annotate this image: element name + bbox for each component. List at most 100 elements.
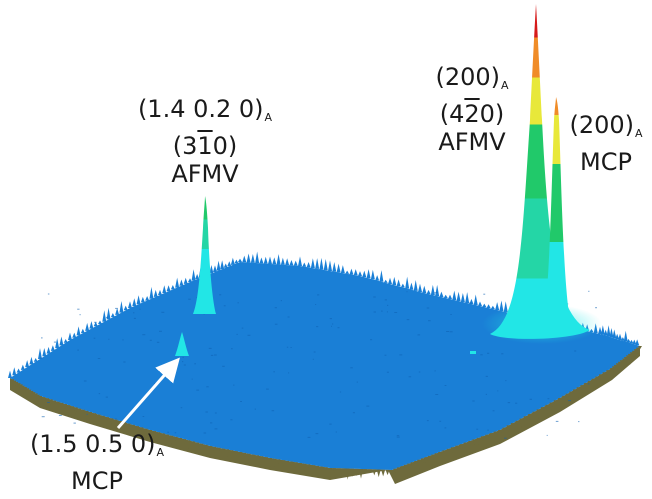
surface-speckle bbox=[370, 339, 373, 341]
surface-speckle bbox=[487, 352, 490, 354]
surface-speckle bbox=[568, 400, 571, 402]
noise-spike bbox=[536, 409, 541, 420]
noise-spike bbox=[609, 327, 614, 338]
noise-spike bbox=[310, 465, 315, 476]
surface-speckle bbox=[206, 386, 209, 388]
surface-speckle bbox=[115, 307, 118, 309]
surface-speckle bbox=[329, 423, 332, 425]
noise-spike bbox=[234, 259, 239, 264]
surface-speckle bbox=[114, 418, 117, 420]
noise-spike bbox=[376, 469, 381, 478]
surface-speckle bbox=[288, 372, 290, 374]
noise-spike bbox=[532, 411, 537, 420]
noise-spike bbox=[602, 372, 607, 384]
noise-spike bbox=[55, 401, 60, 407]
surface-speckle bbox=[236, 333, 238, 335]
noise-spike bbox=[418, 283, 422, 292]
surface-speckle bbox=[133, 317, 136, 319]
noise-spike bbox=[569, 391, 574, 403]
noise-spike bbox=[379, 270, 384, 282]
noise-spike bbox=[80, 409, 85, 417]
noise-spike bbox=[622, 358, 626, 363]
noise-spike bbox=[212, 446, 217, 454]
surface-speckle bbox=[139, 308, 141, 310]
noise-spike bbox=[263, 457, 268, 469]
noise-spike bbox=[407, 463, 412, 471]
noise-spike bbox=[152, 431, 157, 438]
noise-spike bbox=[405, 276, 410, 289]
surface-speckle bbox=[547, 398, 550, 400]
noise-spike bbox=[600, 325, 605, 335]
noise-spike bbox=[392, 276, 397, 286]
surface-speckle bbox=[386, 311, 388, 313]
surface-speckle bbox=[205, 411, 208, 413]
noise-spike bbox=[328, 260, 332, 271]
surface-speckle bbox=[159, 330, 162, 332]
surface-speckle bbox=[335, 431, 337, 433]
surface-speckle bbox=[329, 318, 332, 320]
surface-speckle bbox=[373, 296, 376, 298]
noise-spike bbox=[478, 301, 482, 306]
surface-speckle bbox=[595, 307, 597, 309]
noise-spike bbox=[68, 332, 72, 340]
noise-spike bbox=[310, 258, 315, 269]
surface-speckle bbox=[480, 354, 483, 356]
surface-speckle bbox=[273, 371, 275, 373]
noise-spike bbox=[615, 333, 620, 340]
noise-spike bbox=[263, 256, 268, 264]
noise-spike bbox=[268, 458, 272, 469]
surface-speckle bbox=[439, 420, 442, 422]
noise-spike bbox=[242, 452, 247, 457]
surface-speckle bbox=[366, 405, 370, 407]
surface-speckle bbox=[142, 416, 145, 417]
noise-spike bbox=[358, 271, 362, 276]
label-afmv-left-phase: AFMV bbox=[171, 160, 239, 188]
surface-underside bbox=[10, 346, 640, 484]
noise-spike bbox=[188, 278, 192, 282]
noise-spike bbox=[587, 380, 592, 391]
noise-spike bbox=[289, 461, 294, 467]
surface-speckle bbox=[266, 388, 269, 390]
noise-spike bbox=[25, 360, 30, 368]
noise-spike bbox=[289, 260, 294, 266]
surface-speckle bbox=[450, 314, 452, 315]
noise-spike bbox=[33, 358, 38, 362]
mcp-peak-small bbox=[175, 332, 189, 356]
surface-speckle bbox=[529, 398, 532, 400]
noise-spike bbox=[220, 448, 225, 461]
noise-spike bbox=[489, 433, 494, 443]
surface-speckle bbox=[203, 432, 207, 434]
noise-spike bbox=[110, 313, 115, 318]
surface-speckle bbox=[149, 339, 152, 341]
noise-spike bbox=[199, 443, 204, 455]
noise-spike bbox=[319, 466, 324, 471]
label-afmv-right-miller: (420) bbox=[439, 100, 505, 128]
surface-speckle bbox=[231, 348, 233, 350]
surface-speckle bbox=[156, 341, 160, 343]
noise-spike bbox=[63, 404, 67, 411]
noise-spike bbox=[135, 426, 140, 433]
noise-spike bbox=[359, 469, 363, 479]
label-mcp-small-phase: MCP bbox=[71, 467, 123, 495]
surface-speckle bbox=[241, 327, 244, 329]
surface-speckle bbox=[53, 341, 57, 343]
surface-speckle bbox=[271, 410, 275, 412]
surface-speckle bbox=[417, 334, 421, 336]
surface-speckle bbox=[105, 316, 108, 318]
noise-spike bbox=[603, 329, 608, 336]
noise-spike bbox=[109, 418, 114, 425]
surface-speckle bbox=[384, 299, 387, 301]
surface-speckle bbox=[214, 354, 217, 356]
noise-spike bbox=[473, 294, 478, 305]
noise-spike bbox=[276, 254, 281, 265]
noise-spike bbox=[160, 433, 165, 442]
noise-spike bbox=[332, 261, 337, 272]
noise-spike bbox=[293, 260, 298, 266]
noise-spike bbox=[323, 258, 328, 271]
noise-spike bbox=[502, 427, 507, 440]
noise-spike bbox=[233, 451, 238, 456]
surface-speckle bbox=[174, 432, 177, 434]
surface-speckle bbox=[222, 365, 225, 367]
surface-speckle bbox=[406, 291, 408, 293]
noise-spike bbox=[12, 367, 17, 376]
